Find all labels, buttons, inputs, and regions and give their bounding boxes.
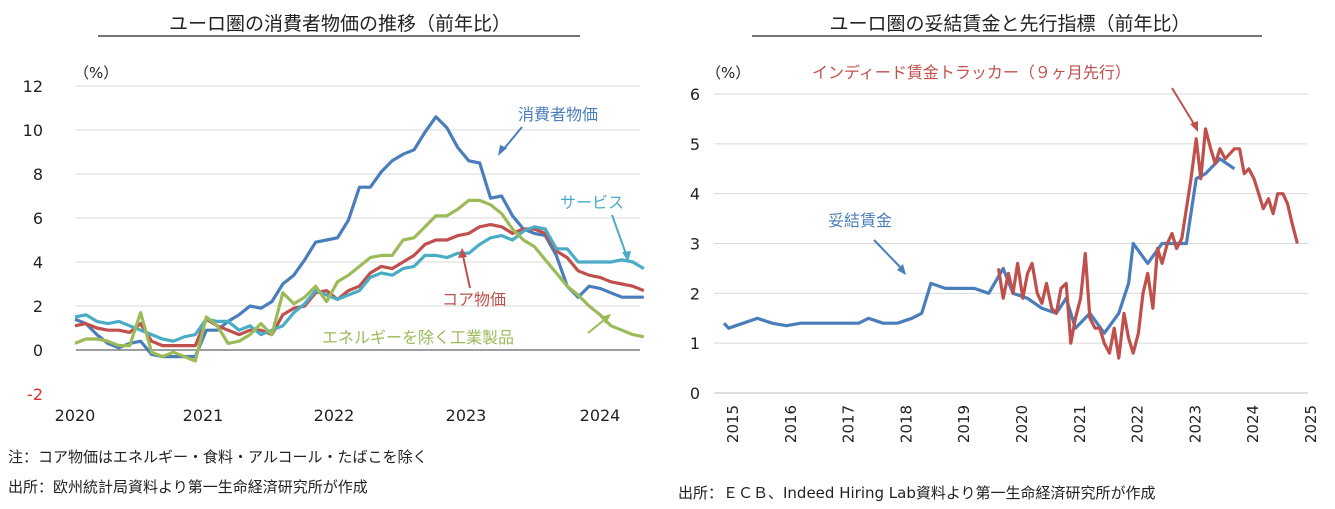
right-y-tick-label: 4 — [690, 185, 700, 204]
annotation-negotiated-arrowhead — [897, 264, 906, 275]
annotation-negotiated-wages: 妥結賃金 — [828, 211, 892, 230]
right-gridlines — [714, 93, 1308, 394]
left-y-tick-label: 0 — [33, 341, 43, 360]
annotation-goods-arrow — [587, 319, 605, 334]
annotation-indeed-arrowhead — [1190, 121, 1198, 132]
annotation-cpi-arrowhead — [498, 145, 507, 156]
right-series — [722, 127, 1299, 360]
right-y-ticks: 6 5 4 3 2 1 0 — [690, 85, 700, 403]
annotation-indeed-arrow — [1171, 87, 1195, 125]
left-y-tick-label: 10 — [23, 121, 43, 140]
annotation-core-arrow — [462, 255, 471, 289]
right-x-tick-label: 2020 — [1013, 405, 1031, 443]
right-x-tick-label: 2017 — [840, 405, 858, 443]
annotation-core: コア物価 — [442, 290, 506, 309]
left-note: 注：コア物価はエネルギー・食料・アルコール・たばこを除く — [8, 448, 428, 466]
left-y-tick-label: 6 — [33, 209, 43, 228]
annotation-negotiated-arrow — [873, 239, 902, 269]
annotation-goods-arrowhead — [600, 314, 611, 324]
right-y-tick-label: 1 — [690, 334, 700, 353]
left-x-tick-label: 2023 — [446, 406, 487, 425]
left-unit-label: （%） — [74, 64, 118, 82]
right-x-tick-label: 2018 — [897, 405, 915, 443]
left-x-tick-label: 2020 — [55, 406, 96, 425]
right-x-tick-label: 2021 — [1071, 405, 1089, 443]
annotation-services: サービス — [560, 193, 624, 212]
left-y-tick-label: 8 — [33, 165, 43, 184]
annotation-cpi-arrow — [502, 126, 523, 151]
right-unit-label: （%） — [706, 64, 750, 82]
annotation-goods: エネルギーを除く工業製品 — [322, 328, 514, 347]
left-y-tick-label: 12 — [23, 77, 43, 96]
right-x-ticks: 2015 2016 2017 2018 2019 2020 2021 2022 2023 2024… — [724, 405, 1320, 443]
right-x-tick-label: 2016 — [782, 405, 800, 443]
left-x-tick-label: 2021 — [183, 406, 224, 425]
right-series-1-line — [996, 127, 1299, 360]
annotation-services-arrow — [611, 214, 627, 255]
left-y-tick-label: 2 — [33, 297, 43, 316]
annotation-services-arrowhead — [622, 251, 631, 262]
right-chart-title: ユーロ圏の妥結賃金と先行指標（前年比） — [829, 13, 1190, 35]
right-x-tick-label: 2025 — [1302, 405, 1320, 443]
left-source: 出所：欧州統計局資料より第一生命経済研究所が作成 — [8, 478, 368, 496]
left-gridlines — [76, 85, 640, 351]
right-y-tick-label: 3 — [690, 235, 700, 254]
right-chart: ユーロ圏の妥結賃金と先行指標（前年比） （%） 6 5 4 3 2 1 0 2015 2016… — [678, 13, 1320, 502]
right-y-tick-label: 0 — [690, 384, 700, 403]
right-x-tick-label: 2015 — [724, 405, 742, 443]
right-x-tick-label: 2024 — [1244, 405, 1262, 443]
left-chart-title: ユーロ圏の消費者物価の推移（前年比） — [169, 13, 511, 35]
left-series — [74, 115, 645, 363]
right-y-tick-label: 5 — [690, 135, 700, 154]
left-series-0-line — [74, 115, 644, 359]
right-y-tick-label: 6 — [690, 85, 700, 104]
right-y-tick-label: 2 — [690, 284, 700, 303]
left-y-tick-label: 4 — [33, 253, 43, 272]
annotation-core-arrowhead — [458, 248, 467, 258]
left-series-2-line — [74, 225, 645, 343]
annotation-indeed: インディード賃金トラッカー（９ヶ月先行） — [812, 63, 1131, 82]
right-x-tick-label: 2023 — [1186, 405, 1204, 443]
right-series-0-line — [722, 157, 1236, 335]
left-series-3-line — [74, 198, 645, 363]
left-x-tick-label: 2022 — [314, 406, 355, 425]
left-x-tick-label: 2024 — [580, 406, 621, 425]
left-x-ticks: 2020 2021 2022 2023 2024 — [55, 406, 621, 425]
left-series-1-line — [74, 223, 645, 348]
left-y-ticks: 12 10 8 6 4 2 0 -2 — [23, 77, 43, 404]
right-x-tick-label: 2019 — [955, 405, 973, 443]
annotation-cpi: 消費者物価 — [518, 105, 598, 124]
right-source: 出所：ＥＣＢ、Indeed Hiring Lab資料より第一生命経済研究所が作成 — [678, 484, 1156, 502]
right-x-tick-label: 2022 — [1129, 405, 1147, 443]
left-y-tick-label: -2 — [27, 385, 43, 404]
